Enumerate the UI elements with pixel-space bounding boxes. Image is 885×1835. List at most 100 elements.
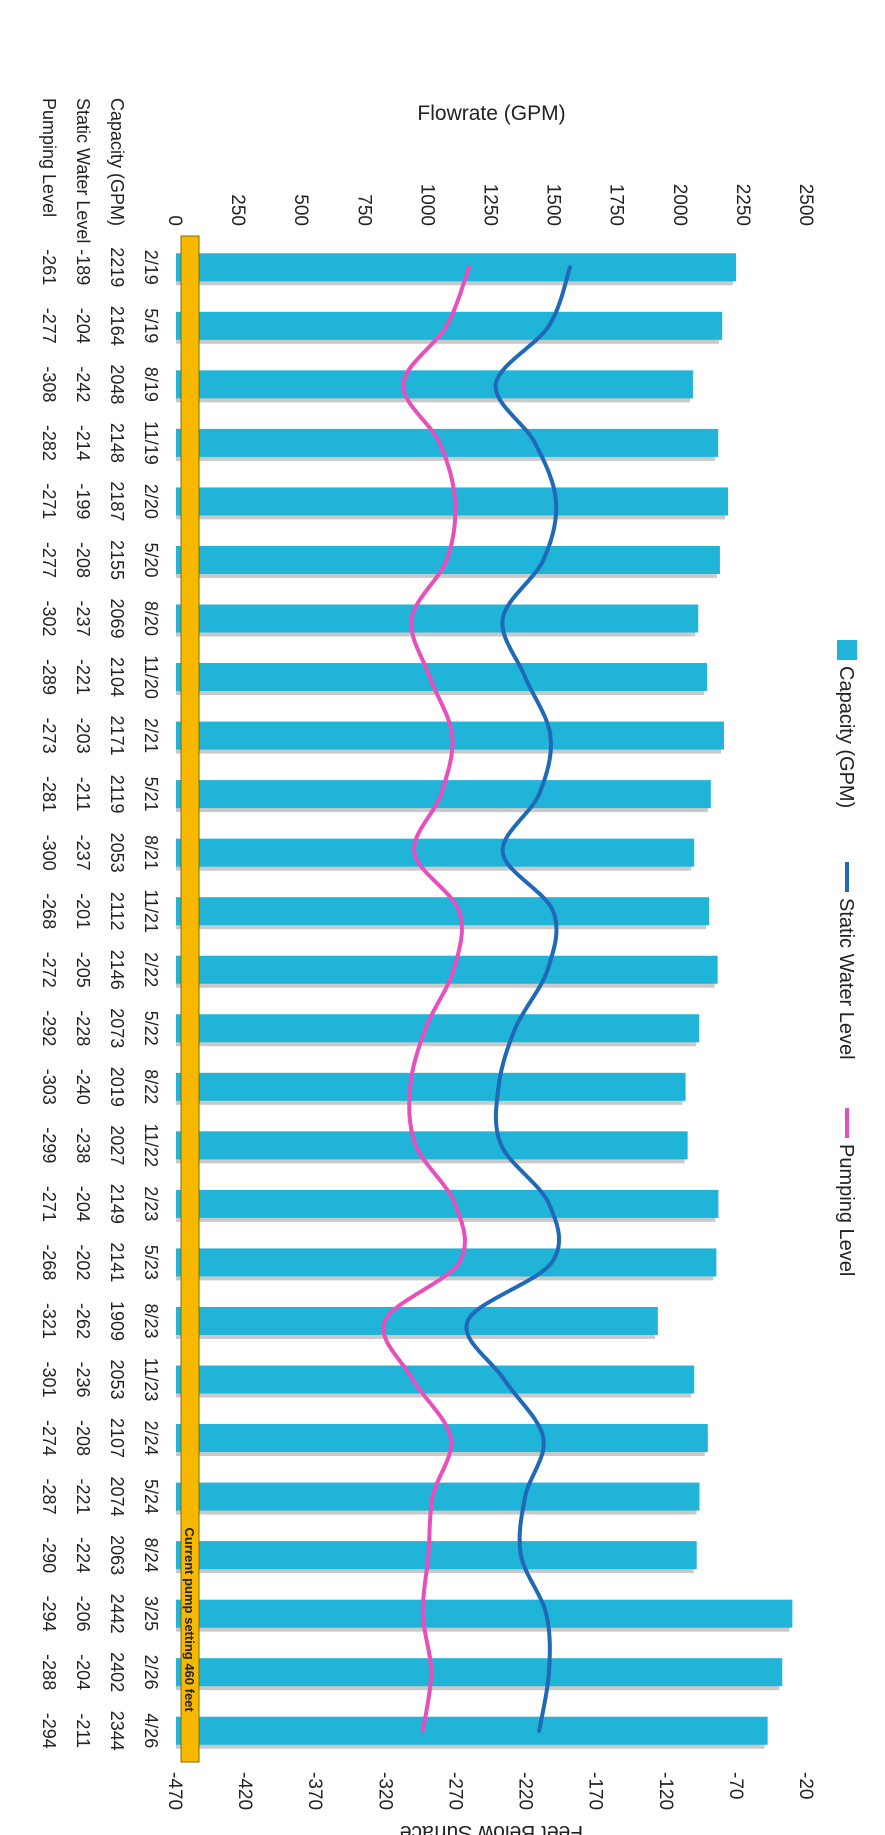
- table-header-cell: 5/19: [141, 308, 161, 343]
- table-cell: -292: [39, 1010, 59, 1046]
- capacity-bar: [175, 428, 719, 457]
- table-cell: -303: [39, 1069, 59, 1105]
- table-cell: -321: [39, 1303, 59, 1339]
- table-row-label: Capacity (GPM): [107, 98, 127, 226]
- table-header-cell: 2/20: [141, 484, 161, 519]
- capacity-bar: [176, 1306, 658, 1335]
- capacity-bar: [176, 1599, 793, 1628]
- table-cell: -268: [39, 893, 59, 929]
- capacity-bar: [176, 1189, 719, 1218]
- table-cell: -189: [73, 249, 93, 285]
- table-cell: -221: [73, 1479, 93, 1515]
- table-cell: 2344: [107, 1711, 127, 1751]
- capacity-bar: [175, 1072, 686, 1101]
- table-cell: 2155: [107, 540, 127, 580]
- legend-swatch-capacity: [837, 640, 857, 660]
- table-cell: -201: [73, 893, 93, 929]
- table-cell: 2053: [107, 1359, 127, 1399]
- table-cell: 2073: [107, 1008, 127, 1048]
- table-cell: -237: [73, 600, 93, 636]
- table-cell: 2171: [107, 716, 127, 756]
- pumping-level-line: [381, 265, 472, 1733]
- table-cell: 2402: [107, 1652, 127, 1692]
- table-cell: -294: [39, 1596, 59, 1632]
- table-header-cell: 11/21: [141, 889, 161, 933]
- table-cell: -294: [39, 1713, 59, 1749]
- capacity-bar: [175, 253, 737, 282]
- table-cell: -268: [39, 1244, 59, 1280]
- y2-tick-label: -370: [304, 1772, 325, 1810]
- table-cell: -271: [39, 1186, 59, 1222]
- table-cell: -199: [73, 483, 93, 519]
- table-cell: -262: [73, 1303, 93, 1339]
- table-cell: 2048: [107, 364, 127, 404]
- y-tick-label: 1250: [480, 184, 501, 226]
- capacity-bar: [176, 838, 695, 867]
- y2-axis-title: Feet Below Surface: [400, 1821, 583, 1835]
- capacity-bar: [175, 1248, 717, 1277]
- capacity-bar: [176, 1482, 700, 1511]
- pump-setting-label: Current pump setting 460 feet: [182, 1528, 197, 1713]
- table-cell: 2219: [107, 247, 127, 287]
- y-tick-label: 1500: [543, 184, 564, 226]
- table-header-cell: 2/24: [141, 1421, 161, 1456]
- table-cell: 2141: [107, 1242, 127, 1282]
- table-cell: -238: [73, 1127, 93, 1163]
- table-cell: -273: [39, 718, 59, 754]
- table-cell: 1909: [107, 1301, 127, 1341]
- table-header-cell: 8/22: [141, 1069, 161, 1104]
- table-cell: 2164: [107, 306, 127, 346]
- table-header-cell: 11/19: [141, 421, 161, 465]
- table-cell: 2119: [107, 775, 127, 814]
- table-cell: -202: [73, 1244, 93, 1280]
- y-tick-label: 2500: [795, 184, 816, 226]
- table-cell: -290: [39, 1537, 59, 1573]
- table-cell: 2107: [107, 1418, 127, 1458]
- table-cell: -274: [39, 1420, 59, 1456]
- table-cell: 2442: [107, 1594, 127, 1634]
- y-tick-label: 500: [290, 194, 311, 226]
- table-cell: -206: [73, 1596, 93, 1632]
- y-tick-label: 2250: [732, 184, 753, 226]
- y-tick-label: 2000: [669, 184, 690, 226]
- capacity-bar: [176, 955, 718, 984]
- y2-tick-label: -20: [795, 1772, 816, 1799]
- table-cell: 2112: [107, 892, 127, 931]
- table-row-label: Static Water Level: [73, 98, 93, 243]
- capacity-bar: [175, 663, 708, 692]
- table-header-cell: 8/21: [141, 835, 161, 870]
- table-header-cell: 2/21: [141, 718, 161, 753]
- table-header-cell: 2/22: [141, 952, 161, 987]
- table-cell: -205: [73, 952, 93, 988]
- capacity-bar: [176, 1541, 697, 1570]
- table-header-cell: 8/23: [141, 1303, 161, 1338]
- table-cell: 2069: [107, 598, 127, 638]
- left-y-axis: 0 250 500 750 1000 1250 1500 1750 2000 2250 2500: [164, 184, 816, 226]
- table-cell: -208: [73, 542, 93, 578]
- table-cell: 2027: [107, 1125, 127, 1165]
- y-tick-label: 0: [164, 215, 185, 226]
- table-header-cell: 8/24: [141, 1538, 161, 1573]
- y2-tick-label: -220: [515, 1772, 536, 1810]
- level-lines: [381, 265, 573, 1733]
- table-header-cell: 2/26: [141, 1655, 161, 1690]
- table-cell: -236: [73, 1361, 93, 1397]
- capacity-bar: [176, 604, 699, 633]
- table-cell: 2148: [107, 423, 127, 463]
- right-y-axis: -20 -70 -120 -170 -220 -270 -320 -370 -420 -470: [164, 1772, 816, 1810]
- capacity-bar: [176, 780, 711, 809]
- capacity-bars: [175, 253, 793, 1749]
- table-cell: -237: [73, 835, 93, 871]
- table-cell: -282: [39, 425, 59, 461]
- table-cell: 2146: [107, 950, 127, 990]
- capacity-bar: [176, 897, 710, 926]
- y2-tick-label: -270: [444, 1772, 465, 1810]
- table-cell: 2019: [107, 1067, 127, 1107]
- table-header-cell: 5/20: [141, 542, 161, 577]
- table-cell: 2053: [107, 833, 127, 873]
- capacity-bar: [176, 1131, 688, 1160]
- table-cell: -277: [39, 542, 59, 578]
- table-cell: 2149: [107, 1184, 127, 1224]
